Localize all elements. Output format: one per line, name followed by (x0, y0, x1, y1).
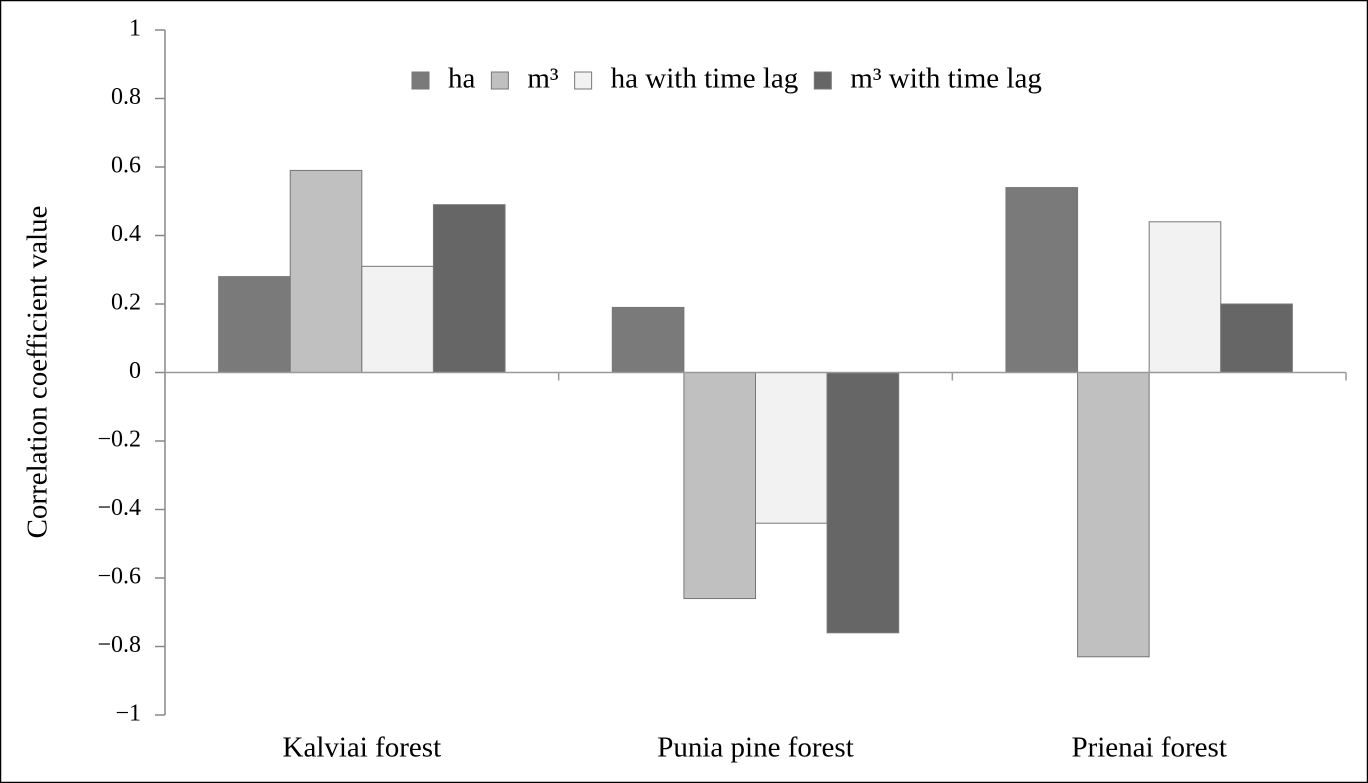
bar (755, 372, 828, 524)
y-tick-label: −0.8 (97, 632, 141, 658)
y-tick-label: −0.2 (97, 427, 141, 453)
bar (218, 276, 291, 374)
bar (361, 265, 434, 374)
y-tick-label: −0.6 (97, 564, 141, 590)
legend-swatch (574, 71, 593, 90)
legend-label: m³ (527, 63, 559, 95)
x-tick-label: Punia pine forest (657, 732, 854, 764)
bar (826, 372, 900, 634)
bar (1220, 303, 1293, 373)
y-tick-label: 0.6 (111, 153, 141, 179)
bar (611, 306, 685, 373)
bar (1077, 372, 1150, 658)
bar (683, 372, 757, 600)
y-tick-label: −1 (115, 701, 141, 727)
bar (289, 169, 363, 373)
y-tick-label: 0.2 (111, 290, 141, 316)
y-tick-label: 0.4 (111, 221, 141, 247)
legend-swatch (411, 71, 430, 90)
legend-swatch (813, 71, 832, 90)
bar (1148, 221, 1222, 373)
y-tick-label: 0.8 (111, 84, 141, 110)
y-tick-label: 1 (129, 16, 141, 42)
bar (432, 204, 506, 373)
legend-label: ha (448, 63, 476, 95)
x-tick-label: Prienai forest (1071, 732, 1226, 764)
legend-label: ha with time lag (611, 63, 799, 95)
y-tick-label: 0 (129, 358, 141, 384)
bar (1005, 187, 1079, 373)
x-tick-label: Kalviai forest (283, 732, 442, 764)
y-axis-title: Correlation coefficient value (22, 206, 54, 539)
y-tick-label: −0.4 (97, 495, 141, 521)
legend-swatch (490, 71, 509, 90)
legend-label: m³ with time lag (850, 63, 1042, 95)
